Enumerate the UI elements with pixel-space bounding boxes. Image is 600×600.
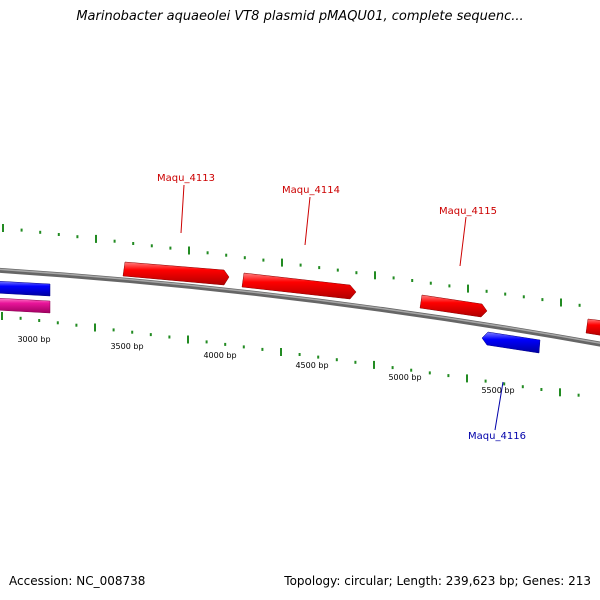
lower-tick-mark xyxy=(559,388,561,397)
upper-tick-mark xyxy=(188,246,190,255)
upper-tick-mark xyxy=(318,266,321,270)
upper-tick-mark xyxy=(504,292,507,296)
upper-tick-mark xyxy=(169,246,172,250)
gene-arrow-offscreen-left-pink[interactable] xyxy=(0,298,51,314)
lower-tick-mark xyxy=(503,382,506,386)
gene-label-maqu-4114[interactable]: Maqu_4114 xyxy=(282,185,340,196)
gene-leader-maqu-4114 xyxy=(304,196,311,246)
upper-tick-mark xyxy=(522,295,525,299)
lower-tick-mark xyxy=(335,358,338,362)
plasmid-backbone-highlight xyxy=(0,268,600,344)
lower-tick-mark xyxy=(168,335,171,339)
upper-tick-mark xyxy=(429,281,432,285)
gene-leader-maqu-4116 xyxy=(494,381,504,431)
gene-label-maqu-4115[interactable]: Maqu_4115 xyxy=(439,206,497,217)
upper-tick-mark xyxy=(336,268,339,272)
lower-tick-mark xyxy=(447,374,450,378)
upper-tick-mark xyxy=(411,279,414,282)
upper-tick-mark xyxy=(150,244,153,248)
lower-tick-mark xyxy=(38,319,41,322)
upper-tick-mark xyxy=(448,284,451,288)
gene-arrow-maqu-4113[interactable] xyxy=(122,261,230,286)
lower-tick-mark xyxy=(540,388,543,391)
accession-text: Accession: NC_008738 xyxy=(9,574,146,588)
lower-tick-mark xyxy=(224,342,227,346)
lower-tick-mark xyxy=(131,330,134,334)
upper-tick-mark xyxy=(485,289,488,293)
bp-tick-label: 3000 bp xyxy=(17,335,50,344)
upper-tick-mark xyxy=(76,235,79,239)
bp-tick-label: 5000 bp xyxy=(388,373,421,382)
upper-tick-mark xyxy=(225,253,228,257)
bp-tick-label: 5500 bp xyxy=(481,386,514,395)
lower-tick-mark xyxy=(577,393,580,397)
upper-tick-mark xyxy=(355,271,358,275)
lower-tick-mark xyxy=(149,333,152,337)
lower-tick-mark xyxy=(242,345,245,349)
lower-tick-row xyxy=(1,312,580,397)
upper-tick-mark xyxy=(374,271,376,280)
lower-tick-mark xyxy=(298,353,301,356)
gene-leader-maqu-4113 xyxy=(180,184,185,234)
upper-tick-mark xyxy=(392,276,395,280)
upper-tick-row xyxy=(2,224,581,307)
upper-tick-mark xyxy=(467,284,469,293)
upper-tick-mark xyxy=(541,298,544,302)
gene-arrow-maqu-4114[interactable] xyxy=(241,272,357,300)
gene-arrow-offscreen-right-red[interactable] xyxy=(585,318,600,336)
map-title: Marinobacter aquaeolei VT8 plasmid pMAQU… xyxy=(76,9,524,24)
upper-tick-mark xyxy=(95,234,97,243)
lower-tick-mark xyxy=(94,323,96,332)
bp-tick-label: 3500 bp xyxy=(110,342,143,351)
lower-tick-mark xyxy=(261,347,264,351)
upper-tick-mark xyxy=(578,303,581,307)
gene-label-maqu-4116[interactable]: Maqu_4116 xyxy=(468,431,526,442)
upper-tick-mark xyxy=(206,251,209,255)
lower-tick-mark xyxy=(521,385,524,389)
lower-tick-mark xyxy=(1,312,3,320)
upper-tick-mark xyxy=(560,298,562,307)
upper-tick-mark xyxy=(39,230,42,234)
topology-summary: Topology: circular; Length: 239,623 bp; … xyxy=(284,574,591,588)
lower-tick-mark xyxy=(56,321,59,325)
lower-tick-mark xyxy=(354,360,357,364)
lower-tick-mark xyxy=(75,323,78,327)
lower-tick-mark xyxy=(112,328,115,332)
gene-arrow-maqu-4116[interactable] xyxy=(481,331,541,354)
gene-arrow-maqu-4115[interactable] xyxy=(419,294,488,318)
upper-tick-mark xyxy=(262,258,265,262)
upper-tick-mark xyxy=(281,258,283,267)
bp-tick-label: 4000 bp xyxy=(203,351,236,360)
lower-tick-mark xyxy=(410,368,413,372)
gene-label-maqu-4113[interactable]: Maqu_4113 xyxy=(157,173,215,184)
upper-tick-mark xyxy=(57,233,60,236)
lower-tick-mark xyxy=(280,348,282,356)
lower-tick-mark xyxy=(466,374,468,383)
lower-tick-mark xyxy=(484,379,487,383)
lower-tick-mark xyxy=(428,371,431,375)
bp-tick-label: 4500 bp xyxy=(295,361,328,370)
plasmid-backbone xyxy=(0,267,600,347)
upper-tick-mark xyxy=(299,263,302,267)
lower-tick-mark xyxy=(187,335,189,344)
lower-tick-mark xyxy=(373,360,375,369)
upper-tick-mark xyxy=(132,242,135,245)
lower-tick-mark xyxy=(317,355,320,359)
upper-tick-mark xyxy=(113,239,116,243)
upper-tick-mark xyxy=(243,256,246,260)
upper-tick-mark xyxy=(2,224,4,232)
lower-tick-mark xyxy=(19,316,22,320)
upper-tick-mark xyxy=(20,228,23,232)
gene-arrow-offscreen-left-blue[interactable] xyxy=(0,281,51,297)
lower-tick-mark xyxy=(391,366,394,370)
gene-leader-maqu-4115 xyxy=(459,216,467,267)
lower-tick-mark xyxy=(205,340,208,344)
